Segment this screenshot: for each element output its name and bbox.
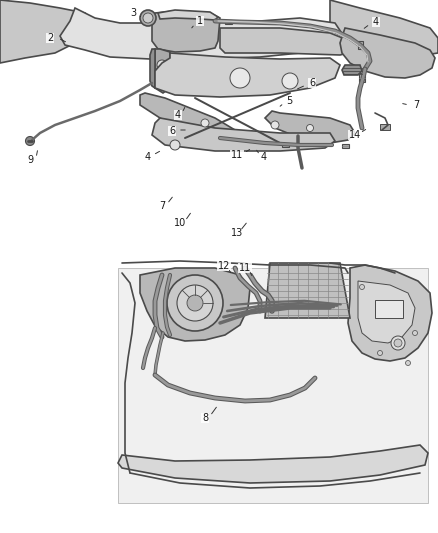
Text: 9: 9: [27, 155, 33, 165]
Text: 4: 4: [373, 17, 379, 27]
Text: 8: 8: [202, 413, 208, 423]
Circle shape: [143, 13, 153, 23]
Polygon shape: [158, 10, 218, 20]
Circle shape: [159, 75, 166, 82]
Bar: [118, 268, 428, 503]
Circle shape: [391, 336, 405, 350]
Bar: [380, 124, 390, 130]
Text: 6: 6: [169, 126, 175, 136]
Polygon shape: [140, 93, 240, 143]
Polygon shape: [152, 118, 335, 151]
Circle shape: [360, 285, 364, 289]
Circle shape: [187, 295, 203, 311]
Circle shape: [413, 330, 417, 335]
Circle shape: [201, 119, 209, 127]
Text: 11: 11: [231, 150, 243, 160]
Text: 10: 10: [174, 218, 186, 228]
Text: 1: 1: [197, 16, 203, 26]
Text: 4: 4: [145, 152, 151, 162]
Bar: [282, 143, 289, 147]
Text: 6: 6: [309, 78, 315, 88]
Polygon shape: [0, 0, 95, 63]
Text: 7: 7: [413, 100, 419, 110]
Polygon shape: [60, 8, 345, 59]
Text: 7: 7: [159, 201, 165, 211]
Circle shape: [170, 140, 180, 150]
Bar: [342, 144, 349, 148]
Polygon shape: [140, 268, 250, 341]
Polygon shape: [155, 49, 170, 93]
Polygon shape: [342, 65, 362, 75]
Polygon shape: [340, 28, 435, 78]
Text: 2: 2: [47, 33, 53, 43]
Circle shape: [378, 351, 382, 356]
Bar: [358, 41, 363, 49]
Circle shape: [177, 285, 213, 321]
Circle shape: [230, 68, 250, 88]
Circle shape: [307, 125, 314, 132]
Text: 12: 12: [218, 261, 230, 271]
Polygon shape: [155, 53, 340, 97]
Circle shape: [167, 275, 223, 331]
Circle shape: [394, 339, 402, 347]
Text: 3: 3: [130, 8, 136, 18]
Circle shape: [282, 73, 298, 89]
Polygon shape: [150, 49, 155, 88]
Bar: [375, 300, 403, 318]
Polygon shape: [265, 111, 355, 143]
Polygon shape: [265, 263, 350, 318]
Polygon shape: [118, 445, 428, 483]
Circle shape: [140, 10, 156, 26]
Polygon shape: [358, 281, 415, 343]
Text: 11: 11: [239, 263, 251, 273]
Polygon shape: [348, 265, 432, 361]
Text: 4: 4: [175, 110, 181, 120]
Bar: [225, 20, 232, 24]
Text: 14: 14: [349, 130, 361, 140]
Text: 4: 4: [261, 152, 267, 162]
Text: 5: 5: [286, 96, 292, 106]
Circle shape: [406, 360, 410, 366]
Text: 13: 13: [231, 228, 243, 238]
Circle shape: [25, 136, 35, 146]
Circle shape: [157, 60, 167, 70]
Polygon shape: [330, 0, 438, 55]
Polygon shape: [152, 11, 220, 52]
Polygon shape: [220, 28, 355, 55]
Bar: [359, 73, 365, 82]
Circle shape: [271, 121, 279, 129]
